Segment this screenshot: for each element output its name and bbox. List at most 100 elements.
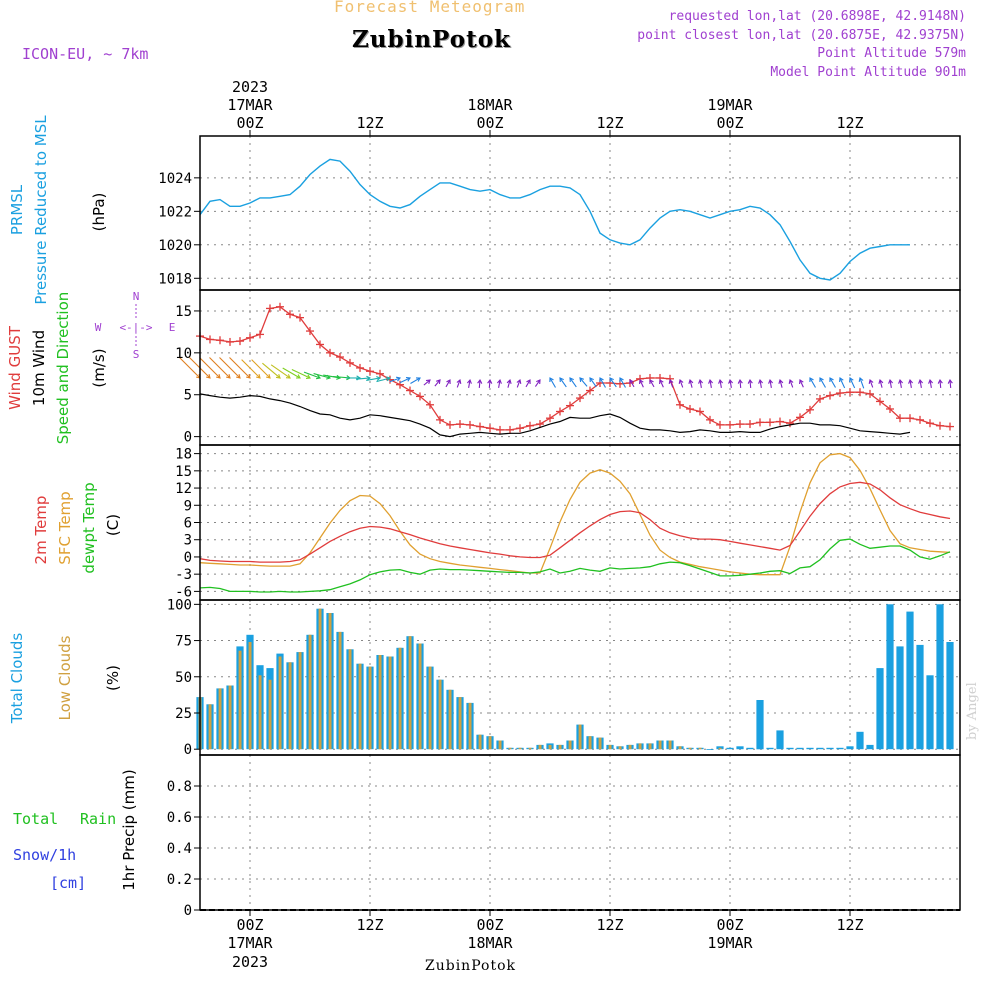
- ytick-label-3-2: 50: [175, 670, 192, 686]
- gust-marker-74: [936, 421, 944, 430]
- low-cloud-bar-27: [468, 702, 472, 750]
- low-cloud-bar-42: [618, 746, 622, 750]
- gust-marker-27: [466, 420, 474, 429]
- wind-arrow-23: [423, 379, 431, 386]
- wind-arrow-head-62: [819, 377, 824, 383]
- low-cloud-bar-45: [648, 743, 652, 750]
- gust-marker-21: [406, 386, 414, 395]
- gust-marker-64: [836, 389, 844, 398]
- wind-arrow-36: [559, 377, 567, 388]
- wind-arrow-shaft-62: [819, 377, 826, 388]
- wind-arrow-shaft-29: [488, 379, 491, 388]
- ytick-label-4-3: 0.6: [167, 810, 192, 826]
- gust-marker-13: [326, 348, 334, 357]
- wind-arrow-head-10: [296, 374, 301, 379]
- gust-marker-30: [496, 425, 504, 434]
- ytick-label-3-3: 75: [175, 634, 192, 650]
- wind-arrow-head-45: [649, 379, 654, 385]
- wind-arrow-head-56: [758, 378, 764, 384]
- wind-arrow-head-57: [768, 378, 774, 384]
- total-cloud-bar-57: [766, 747, 774, 750]
- wind-arrow-head-70: [898, 378, 904, 384]
- wind-arrow-shaft-12: [303, 371, 321, 379]
- wind-arrow-55: [747, 378, 753, 388]
- wind-arrow-shaft-36: [559, 377, 567, 388]
- p2-label-b: 10m Wind: [30, 330, 48, 406]
- low-cloud-bar-11: [308, 634, 312, 750]
- watermark: by Angel: [965, 682, 980, 740]
- low-cloud-bar-17: [368, 666, 372, 750]
- wind-arrow-head-1: [205, 373, 211, 379]
- wind-arrow-head-9: [285, 374, 291, 379]
- wind-arrow-shaft-27: [468, 379, 471, 388]
- bottom-hour-label-2: 00Z: [476, 916, 503, 934]
- gust-marker-63: [826, 391, 834, 400]
- wind-arrow-shaft-66: [859, 377, 865, 389]
- wind-arrow-37: [569, 377, 577, 388]
- gust-marker-61: [806, 405, 814, 414]
- wind-arrow-head-74: [937, 378, 943, 384]
- wind-arrow-60: [799, 379, 804, 388]
- panel-frame-2: [199, 289, 961, 446]
- p5-unit: 1hr Precip (mm): [120, 769, 138, 890]
- bottom-hour-label-0: 00Z: [236, 916, 263, 934]
- wind-arrow-62: [819, 377, 826, 388]
- wind-arrow-70: [898, 378, 904, 388]
- low-cloud-bar-34: [538, 744, 542, 750]
- wind-arrow-head-2: [215, 373, 221, 379]
- wind-arrow-shaft-74: [939, 379, 942, 388]
- wind-arrow-head-71: [908, 378, 914, 384]
- wind-arrow-head-21: [405, 377, 411, 382]
- wind-arrow-head-36: [559, 377, 564, 383]
- low-cloud-bar-12: [318, 608, 322, 750]
- gust-marker-33: [526, 421, 534, 430]
- gust-marker-36: [556, 407, 564, 416]
- wind-arrow-67: [868, 379, 874, 388]
- low-cloud-bar-23: [428, 666, 432, 750]
- total-cloud-bar-71: [906, 611, 914, 750]
- ytick-label-4-0: 0: [184, 903, 192, 919]
- wind-arrow-head-6: [255, 373, 261, 379]
- wind-arrow-65: [849, 377, 856, 389]
- top-hour-label-0: 00Z: [236, 114, 263, 132]
- wind-arrow-head-31: [506, 378, 512, 384]
- wind-arrow-shaft-31: [507, 379, 511, 388]
- low-cloud-bar-22: [418, 643, 422, 750]
- wind-arrow-shaft-0: [179, 357, 201, 379]
- low-cloud-bar-29: [488, 736, 492, 750]
- total-cloud-bar-73: [926, 675, 934, 750]
- wind-arrow-50: [698, 378, 704, 388]
- wind-arrow-head-44: [639, 379, 644, 385]
- gust-marker-29: [486, 424, 494, 433]
- low-cloud-bar-7: [268, 679, 272, 750]
- wind-arrow-shaft-35: [549, 377, 556, 388]
- wind-arrow-head-20: [395, 376, 401, 382]
- wind-arrow-shaft-18: [366, 377, 381, 381]
- wind-arrow-shaft-10: [282, 367, 301, 379]
- gust-marker-67: [866, 389, 874, 398]
- p4-label-b: Low Clouds: [56, 635, 74, 720]
- wind-arrow-75: [947, 378, 953, 388]
- gust-marker-26: [456, 420, 464, 429]
- ytick-label-0-0: 1018: [158, 271, 192, 287]
- wind-arrow-63: [829, 377, 836, 388]
- low-cloud-bar-52: [718, 747, 722, 750]
- wind-arrow-head-51: [708, 378, 714, 384]
- gust-marker-2: [216, 336, 224, 345]
- footer-location: ZubinPotok: [425, 958, 517, 974]
- dewpt-line: [199, 538, 951, 593]
- low-cloud-bar-32: [518, 747, 522, 750]
- gust-marker-18: [376, 369, 384, 378]
- wind-arrow-head-52: [718, 378, 724, 384]
- wind-arrow-59: [788, 379, 794, 388]
- low-cloud-bar-26: [458, 697, 462, 750]
- wind-line: [199, 393, 911, 438]
- p4-unit: (%): [104, 665, 122, 691]
- ytick-label-2-8: 18: [175, 447, 192, 463]
- wind-arrow-shaft-57: [769, 379, 772, 388]
- gust-marker-71: [906, 414, 914, 423]
- gust-marker-57: [766, 418, 774, 427]
- ytick-label-2-3: 3: [184, 533, 192, 549]
- wind-arrow-shaft-70: [899, 379, 902, 388]
- wind-arrow-71: [908, 378, 914, 388]
